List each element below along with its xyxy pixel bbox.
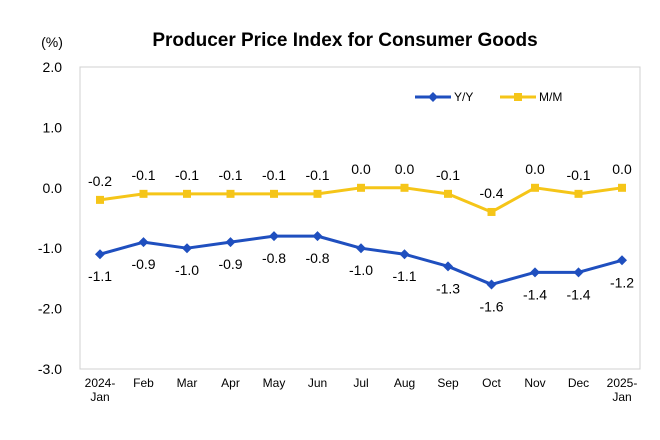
data-point-marker xyxy=(269,231,279,242)
x-tick-label: Dec xyxy=(568,376,589,390)
x-tick-label: Aug xyxy=(394,376,415,390)
x-tick-label-line: Sep xyxy=(437,376,459,390)
x-tick-label: May xyxy=(263,376,286,390)
x-tick-label-line: Mar xyxy=(177,376,198,390)
data-label: 0.0 xyxy=(612,161,632,177)
x-tick-label-line: Oct xyxy=(482,376,501,390)
x-tick-label-line: Apr xyxy=(221,376,240,390)
data-point-marker xyxy=(96,195,104,204)
data-point-marker xyxy=(618,183,626,192)
data-labels: -1.1 -0.9 -1.0 -0.9 -0.8 -0.8 -1.0 -1.1 -1.3 -1.6… xyxy=(88,161,634,315)
x-tick-label: Mar xyxy=(177,376,198,390)
data-label: -0.1 xyxy=(436,167,460,183)
x-tick-label-line: May xyxy=(263,376,286,390)
x-tick-label: Sep xyxy=(437,376,459,390)
x-tick-label: Feb xyxy=(133,376,154,390)
data-label: -0.1 xyxy=(262,167,286,183)
data-point-marker xyxy=(531,183,539,192)
x-tick-label-line: 2025- xyxy=(607,376,638,390)
x-tick-label-line: Jun xyxy=(308,376,327,390)
legend-label: Y/Y xyxy=(454,90,473,104)
data-label: -0.2 xyxy=(88,173,112,189)
legend: Y/Y M/M xyxy=(415,90,562,104)
data-label: 0.0 xyxy=(351,161,371,177)
x-tick-label: Nov xyxy=(524,376,545,390)
data-point-marker xyxy=(574,189,583,198)
x-tick-label: Jun xyxy=(308,376,327,390)
x-tick-label-line: Feb xyxy=(133,376,154,390)
x-tick-label: Jul xyxy=(353,376,368,390)
x-tick-label-line: Nov xyxy=(524,376,545,390)
data-point-marker xyxy=(182,243,192,254)
data-label: -1.2 xyxy=(610,274,634,290)
data-label: -1.1 xyxy=(392,268,416,284)
y-tick-label: 0.0 xyxy=(43,180,63,196)
data-label: -0.1 xyxy=(566,167,590,183)
data-point-marker xyxy=(357,183,365,192)
y-axis: 2.0 1.0 0.0 -1.0 -2.0 -3.0 xyxy=(38,59,62,377)
x-tick-label-line: Dec xyxy=(568,376,589,390)
data-point-marker xyxy=(399,249,410,260)
x-tick-label-line: Jul xyxy=(353,376,368,390)
x-tick-label-line: Jan xyxy=(612,390,631,404)
y-tick-label: -2.0 xyxy=(38,301,62,317)
data-label: -1.0 xyxy=(349,262,373,278)
data-label: -0.4 xyxy=(479,185,503,201)
y-tick-label: 2.0 xyxy=(43,59,63,75)
y-tick-label: -3.0 xyxy=(38,361,62,377)
data-label: 0.0 xyxy=(395,161,415,177)
data-label: -1.3 xyxy=(436,280,460,296)
data-point-marker xyxy=(139,189,148,198)
data-point-marker xyxy=(313,189,322,198)
data-label: -0.9 xyxy=(131,256,155,272)
data-point-marker xyxy=(487,207,496,216)
data-point-marker xyxy=(270,189,278,198)
data-label: 0.0 xyxy=(525,161,545,177)
y-axis-unit-label: (%) xyxy=(41,34,63,50)
y-tick-label: 1.0 xyxy=(43,119,63,135)
data-point-marker xyxy=(617,255,627,266)
data-point-marker xyxy=(573,267,584,278)
data-point-marker xyxy=(226,189,235,198)
x-tick-label-line: 2024- xyxy=(85,376,116,390)
legend-marker xyxy=(428,92,438,102)
data-point-marker xyxy=(312,231,323,242)
x-tick-label: 2025-Jan xyxy=(607,376,638,404)
legend-label: M/M xyxy=(539,90,562,104)
data-point-marker xyxy=(225,237,236,248)
data-label: -1.4 xyxy=(523,286,547,302)
data-point-marker xyxy=(400,183,409,192)
legend-marker xyxy=(514,93,522,101)
data-label: -1.4 xyxy=(566,286,590,302)
data-label: -0.1 xyxy=(305,167,329,183)
x-tick-label-line: Jan xyxy=(90,390,109,404)
data-label: -1.1 xyxy=(88,268,112,284)
data-point-marker xyxy=(356,243,366,254)
x-tick-label: 2024-Jan xyxy=(85,376,116,404)
data-point-marker xyxy=(443,261,453,272)
data-label: -0.9 xyxy=(218,256,242,272)
data-point-marker xyxy=(183,189,191,198)
x-tick-label: Apr xyxy=(221,376,240,390)
data-point-marker xyxy=(486,279,497,290)
x-tick-label-line: Aug xyxy=(394,376,415,390)
data-label: -0.8 xyxy=(305,250,329,266)
data-point-marker xyxy=(95,249,105,260)
plot-area xyxy=(79,66,641,370)
data-label: -0.1 xyxy=(175,167,199,183)
data-label: -0.1 xyxy=(218,167,242,183)
data-label: -1.0 xyxy=(175,262,199,278)
data-label: -0.8 xyxy=(262,250,286,266)
data-point-marker xyxy=(530,267,540,278)
data-label: -0.1 xyxy=(131,167,155,183)
data-label: -1.6 xyxy=(479,298,503,314)
series-lines xyxy=(95,183,627,290)
x-tick-label: Oct xyxy=(482,376,501,390)
y-tick-label: -1.0 xyxy=(38,240,62,256)
data-point-marker xyxy=(138,237,149,248)
chart-title: Producer Price Index for Consumer Goods xyxy=(152,30,537,51)
data-point-marker xyxy=(444,189,452,198)
